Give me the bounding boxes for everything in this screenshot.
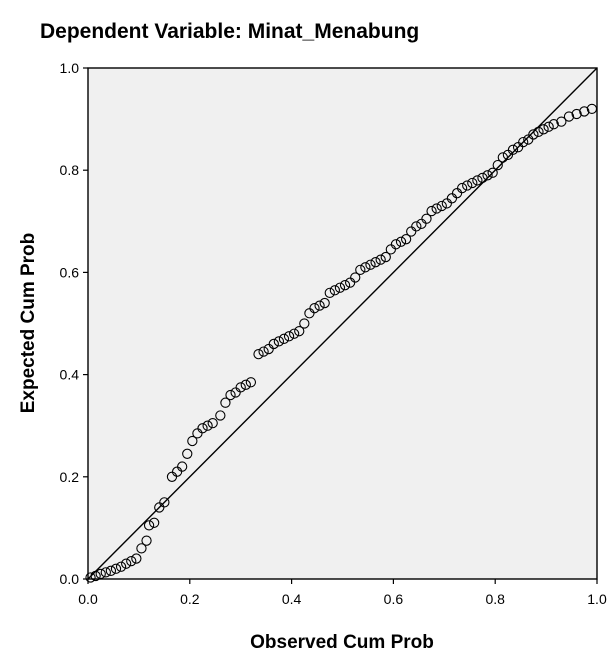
- data-point: [207, 417, 218, 429]
- data-point: [528, 129, 539, 140]
- data-point: [159, 497, 170, 508]
- data-point: [324, 287, 335, 298]
- x-axis-label: Observed Cum Prob: [250, 632, 434, 653]
- data-point: [115, 561, 127, 572]
- data-points: [85, 103, 598, 583]
- y-tick-label: 1.0: [60, 60, 80, 76]
- data-point: [497, 152, 508, 163]
- data-point: [456, 182, 468, 194]
- data-point: [220, 397, 231, 408]
- data-point: [477, 172, 488, 184]
- data-point: [141, 535, 152, 546]
- data-point: [586, 103, 598, 115]
- data-point: [533, 126, 544, 138]
- y-tick-label: 0.8: [60, 162, 80, 178]
- data-point: [136, 543, 147, 554]
- data-point: [329, 285, 341, 296]
- data-point: [288, 328, 300, 339]
- data-point: [258, 346, 269, 357]
- data-point: [472, 175, 483, 186]
- data-point: [149, 517, 160, 528]
- data-point: [431, 203, 442, 214]
- data-point: [538, 124, 549, 135]
- y-tick-label: 0.4: [60, 367, 80, 383]
- data-point: [380, 251, 391, 263]
- x-axis-ticks: 0.0 0.2 0.4 0.6 0.8 1.0: [78, 579, 607, 607]
- data-point: [543, 121, 554, 132]
- data-point: [462, 180, 473, 191]
- y-tick-label: 0.2: [60, 469, 80, 485]
- data-point: [411, 221, 422, 232]
- data-point: [579, 106, 590, 117]
- data-point: [350, 272, 361, 283]
- data-point: [390, 239, 402, 250]
- data-point: [235, 382, 246, 393]
- data-point: [253, 349, 264, 360]
- data-point: [395, 236, 407, 247]
- data-point: [339, 280, 351, 291]
- data-point: [436, 200, 447, 212]
- data-point: [197, 423, 208, 434]
- data-point: [360, 262, 371, 273]
- data-point: [268, 338, 279, 350]
- data-point: [375, 254, 386, 265]
- data-point: [121, 558, 132, 569]
- y-axis-label: Expected Cum Prob: [18, 233, 39, 414]
- data-point: [182, 448, 193, 459]
- data-point: [400, 234, 412, 245]
- data-point: [563, 111, 575, 122]
- data-point: [90, 570, 101, 582]
- data-point: [556, 116, 567, 127]
- data-point: [85, 572, 96, 583]
- data-point: [355, 264, 366, 275]
- data-point: [309, 303, 320, 314]
- data-point: [299, 318, 310, 329]
- data-point: [105, 565, 117, 576]
- data-point: [334, 282, 346, 293]
- data-point: [215, 410, 226, 421]
- data-point: [225, 389, 236, 401]
- data-point: [245, 377, 257, 388]
- y-tick-label: 0.0: [60, 571, 80, 587]
- data-point: [294, 326, 305, 337]
- data-point: [426, 205, 437, 217]
- y-axis-ticks: 0.0 0.2 0.4 0.6 0.8 1.0: [60, 60, 88, 587]
- data-point: [202, 420, 213, 431]
- x-tick-label: 0.2: [180, 591, 200, 607]
- data-point: [110, 563, 122, 574]
- data-point: [278, 333, 290, 344]
- data-point: [126, 555, 137, 567]
- data-point: [467, 177, 478, 189]
- data-point: [177, 461, 188, 472]
- data-point: [370, 257, 381, 268]
- data-point: [518, 136, 529, 148]
- data-point: [365, 259, 376, 270]
- chart-title: Dependent Variable: Minat_Menabung: [40, 20, 419, 43]
- data-point: [482, 170, 493, 181]
- x-tick-label: 0.8: [485, 591, 505, 607]
- data-point: [487, 167, 498, 178]
- y-tick-label: 0.6: [60, 264, 80, 280]
- data-point: [187, 435, 198, 447]
- data-point: [283, 331, 295, 342]
- data-point: [314, 300, 325, 311]
- data-point: [95, 568, 106, 580]
- data-point: [100, 567, 111, 578]
- data-point: [492, 159, 503, 171]
- x-tick-label: 1.0: [587, 591, 607, 607]
- data-point: [240, 379, 251, 390]
- data-point: [507, 144, 519, 155]
- data-point: [319, 297, 330, 309]
- data-point: [273, 336, 285, 347]
- x-tick-label: 0.0: [78, 591, 98, 607]
- data-point: [548, 119, 559, 130]
- data-point: [131, 553, 142, 564]
- x-tick-label: 0.6: [384, 591, 404, 607]
- data-point: [421, 213, 432, 224]
- data-point: [571, 108, 582, 120]
- data-point: [143, 520, 155, 531]
- x-tick-label: 0.4: [282, 591, 302, 607]
